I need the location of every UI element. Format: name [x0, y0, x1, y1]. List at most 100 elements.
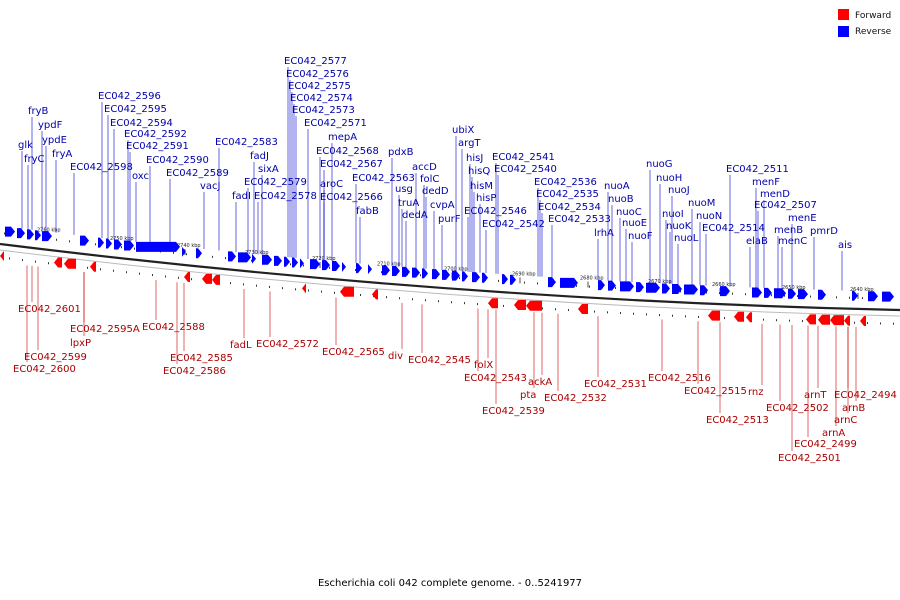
forward-gene-arrow[interactable] — [734, 311, 744, 322]
reverse-gene-label[interactable]: EC042_2546 — [464, 206, 527, 217]
reverse-gene-label[interactable]: pdxB — [388, 147, 414, 158]
forward-gene-arrow[interactable] — [578, 303, 588, 314]
forward-gene-arrow[interactable] — [830, 315, 844, 326]
reverse-gene-arrow[interactable] — [284, 256, 290, 267]
reverse-gene-label[interactable]: aroC — [320, 179, 343, 190]
reverse-gene-label[interactable]: EC042_2575 — [288, 81, 351, 92]
reverse-gene-arrow[interactable] — [98, 237, 104, 248]
reverse-gene-label[interactable]: usg — [395, 184, 413, 195]
reverse-gene-arrow[interactable] — [80, 235, 89, 246]
reverse-gene-arrow[interactable] — [548, 277, 556, 288]
forward-gene-label[interactable]: EC042_2539 — [482, 406, 545, 417]
reverse-gene-label[interactable]: nuoF — [628, 231, 653, 242]
reverse-gene-label[interactable]: EC042_2567 — [320, 159, 383, 170]
reverse-gene-label[interactable]: pmrD — [810, 226, 838, 237]
reverse-gene-arrow[interactable] — [402, 266, 410, 277]
forward-gene-arrow[interactable] — [806, 314, 816, 325]
reverse-gene-arrow[interactable] — [720, 286, 730, 297]
reverse-gene-label[interactable]: nuoH — [656, 173, 682, 184]
reverse-gene-label[interactable]: EC042_2571 — [304, 118, 367, 129]
forward-gene-arrow[interactable] — [184, 271, 190, 282]
forward-gene-label[interactable]: EC042_2515 — [684, 386, 747, 397]
reverse-gene-arrow[interactable] — [368, 264, 372, 275]
reverse-gene-arrow[interactable] — [422, 268, 428, 279]
reverse-gene-label[interactable]: EC042_2507 — [754, 200, 817, 211]
reverse-gene-arrow[interactable] — [472, 272, 480, 283]
reverse-gene-arrow[interactable] — [502, 274, 508, 285]
forward-gene-label[interactable]: EC042_2588 — [142, 322, 205, 333]
reverse-gene-arrow[interactable] — [322, 260, 330, 271]
forward-gene-arrow[interactable] — [708, 310, 720, 321]
reverse-gene-arrow[interactable] — [356, 263, 362, 274]
forward-gene-label[interactable]: arnB — [842, 403, 865, 414]
reverse-gene-arrow[interactable] — [636, 282, 644, 293]
reverse-gene-label[interactable]: EC042_2514 — [702, 223, 765, 234]
forward-gene-label[interactable]: lpxP — [70, 338, 91, 349]
reverse-gene-label[interactable]: nuoJ — [668, 185, 690, 196]
forward-gene-arrow[interactable] — [860, 316, 866, 327]
reverse-gene-arrow[interactable] — [752, 287, 762, 298]
reverse-gene-arrow[interactable] — [774, 288, 786, 299]
reverse-gene-arrow[interactable] — [228, 251, 236, 262]
reverse-gene-arrow[interactable] — [700, 285, 708, 296]
forward-gene-arrow[interactable] — [64, 258, 76, 269]
reverse-gene-label[interactable]: EC042_2511 — [726, 164, 789, 175]
reverse-gene-arrow[interactable] — [17, 228, 25, 239]
reverse-gene-label[interactable]: EC042_2590 — [146, 155, 209, 166]
forward-gene-label[interactable]: EC042_2516 — [648, 373, 711, 384]
forward-gene-label[interactable]: arnT — [804, 390, 827, 401]
forward-gene-arrow[interactable] — [488, 298, 498, 309]
reverse-gene-arrow[interactable] — [412, 267, 420, 278]
reverse-gene-arrow[interactable] — [852, 290, 858, 301]
reverse-gene-label[interactable]: purF — [438, 214, 461, 225]
reverse-gene-label[interactable]: nuoG — [646, 159, 673, 170]
reverse-gene-arrow[interactable] — [662, 283, 670, 294]
reverse-gene-arrow[interactable] — [332, 261, 340, 272]
reverse-gene-label[interactable]: menF — [752, 177, 780, 188]
reverse-gene-arrow[interactable] — [620, 281, 634, 292]
reverse-gene-arrow[interactable] — [882, 291, 894, 302]
reverse-gene-label[interactable]: glk — [18, 140, 33, 151]
forward-gene-label[interactable]: ackA — [528, 377, 552, 388]
reverse-gene-label[interactable]: EC042_2578 — [254, 191, 317, 202]
reverse-gene-label[interactable]: EC042_2541 — [492, 152, 555, 163]
reverse-gene-label[interactable]: accD — [412, 162, 437, 173]
reverse-gene-arrow[interactable] — [238, 252, 251, 263]
forward-gene-label[interactable]: EC042_2502 — [766, 403, 829, 414]
reverse-gene-arrow[interactable] — [764, 287, 772, 298]
forward-gene-arrow[interactable] — [90, 261, 96, 272]
reverse-gene-arrow[interactable] — [646, 282, 660, 293]
reverse-gene-label[interactable]: nuoI — [662, 209, 684, 220]
reverse-gene-label[interactable]: cvpA — [430, 200, 455, 211]
reverse-gene-label[interactable]: oxc — [132, 171, 149, 182]
reverse-gene-label[interactable]: EC042_2598 — [70, 162, 133, 173]
reverse-gene-arrow[interactable] — [462, 271, 468, 282]
reverse-gene-label[interactable]: fadI — [232, 191, 251, 202]
reverse-gene-arrow[interactable] — [114, 239, 122, 250]
forward-gene-label[interactable]: EC042_2532 — [544, 393, 607, 404]
reverse-gene-label[interactable]: EC042_2574 — [290, 93, 353, 104]
reverse-gene-arrow[interactable] — [452, 270, 460, 281]
forward-gene-label[interactable]: rnz — [748, 387, 764, 398]
reverse-gene-label[interactable]: nuoA — [604, 181, 630, 192]
reverse-gene-arrow[interactable] — [560, 277, 578, 288]
reverse-gene-arrow[interactable] — [27, 229, 34, 240]
reverse-gene-label[interactable]: sixA — [258, 164, 279, 175]
reverse-gene-label[interactable]: menC — [778, 236, 807, 247]
reverse-gene-arrow[interactable] — [788, 288, 796, 299]
reverse-gene-arrow[interactable] — [292, 257, 298, 268]
forward-gene-label[interactable]: EC042_2595A — [70, 324, 140, 335]
reverse-gene-label[interactable]: vacJ — [200, 181, 221, 192]
reverse-gene-label[interactable]: EC042_2566 — [320, 192, 383, 203]
forward-gene-label[interactable]: EC042_2585 — [170, 353, 233, 364]
forward-gene-label[interactable]: div — [388, 351, 403, 362]
forward-gene-label[interactable]: arnA — [822, 428, 845, 439]
forward-gene-arrow[interactable] — [372, 289, 378, 300]
reverse-gene-label[interactable]: ypdE — [42, 135, 67, 146]
reverse-gene-label[interactable]: EC042_2589 — [166, 168, 229, 179]
reverse-gene-arrow[interactable] — [798, 289, 808, 300]
reverse-gene-label[interactable]: ypdF — [38, 120, 63, 131]
reverse-gene-label[interactable]: EC042_2540 — [494, 164, 557, 175]
reverse-gene-label[interactable]: hisM — [470, 181, 493, 192]
reverse-gene-arrow[interactable] — [182, 246, 186, 257]
